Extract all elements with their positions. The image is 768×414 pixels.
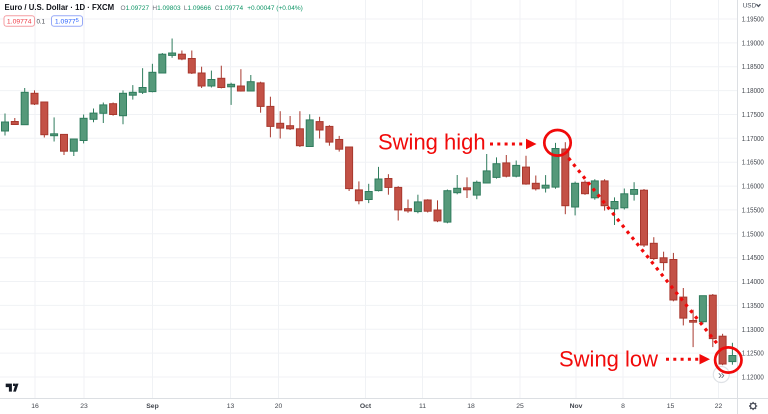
svg-text:1.14500: 1.14500 xyxy=(742,253,764,262)
svg-text:11: 11 xyxy=(419,403,426,410)
svg-text:16: 16 xyxy=(31,403,39,410)
svg-text:18: 18 xyxy=(467,403,475,410)
svg-text:1.17000: 1.17000 xyxy=(742,134,764,143)
svg-text:O1.09727: O1.09727 xyxy=(121,5,150,12)
svg-text:Euro / U.S. Dollar · 1D · FXCM: Euro / U.S. Dollar · 1D · FXCM xyxy=(5,3,115,12)
svg-text:1.13000: 1.13000 xyxy=(742,325,764,334)
svg-text:1.09775: 1.09775 xyxy=(55,18,79,26)
svg-text:1.19500: 1.19500 xyxy=(742,15,764,24)
svg-text:13: 13 xyxy=(227,403,235,410)
svg-text:1.16000: 1.16000 xyxy=(742,182,764,191)
svg-text:»: » xyxy=(718,368,725,382)
svg-text:H1.09803: H1.09803 xyxy=(152,5,181,12)
svg-text:1.15000: 1.15000 xyxy=(742,229,764,238)
svg-text:1.18500: 1.18500 xyxy=(742,62,764,71)
svg-text:Swing low: Swing low xyxy=(559,347,658,372)
svg-text:Nov: Nov xyxy=(570,403,583,410)
svg-text:0.1: 0.1 xyxy=(36,18,45,25)
svg-text:1.19000: 1.19000 xyxy=(742,38,764,47)
svg-text:L1.09666: L1.09666 xyxy=(184,5,212,12)
svg-text:25: 25 xyxy=(516,403,524,410)
svg-text:Sep: Sep xyxy=(146,403,158,410)
svg-text:1.12000: 1.12000 xyxy=(742,373,764,382)
svg-text:Swing high: Swing high xyxy=(378,130,486,155)
svg-text:C1.09774: C1.09774 xyxy=(215,5,244,12)
svg-text:1.14000: 1.14000 xyxy=(742,277,764,286)
svg-text:1.15500: 1.15500 xyxy=(742,205,764,214)
svg-text:1.16500: 1.16500 xyxy=(742,158,764,167)
svg-text:23: 23 xyxy=(80,403,88,410)
svg-text:1.17500: 1.17500 xyxy=(742,110,764,119)
svg-text:1.09774: 1.09774 xyxy=(7,19,32,26)
svg-text:20: 20 xyxy=(275,403,283,410)
svg-text:8: 8 xyxy=(621,403,625,410)
svg-text:Oct: Oct xyxy=(360,403,372,410)
svg-text:15: 15 xyxy=(667,403,675,410)
svg-text:1.13500: 1.13500 xyxy=(742,301,764,310)
svg-text:22: 22 xyxy=(715,403,723,410)
svg-text:+0.00047 (+0.04%): +0.00047 (+0.04%) xyxy=(247,5,303,12)
svg-text:1.18000: 1.18000 xyxy=(742,86,764,95)
svg-text:1.12500: 1.12500 xyxy=(742,349,764,358)
svg-text:USD: USD xyxy=(743,3,757,10)
